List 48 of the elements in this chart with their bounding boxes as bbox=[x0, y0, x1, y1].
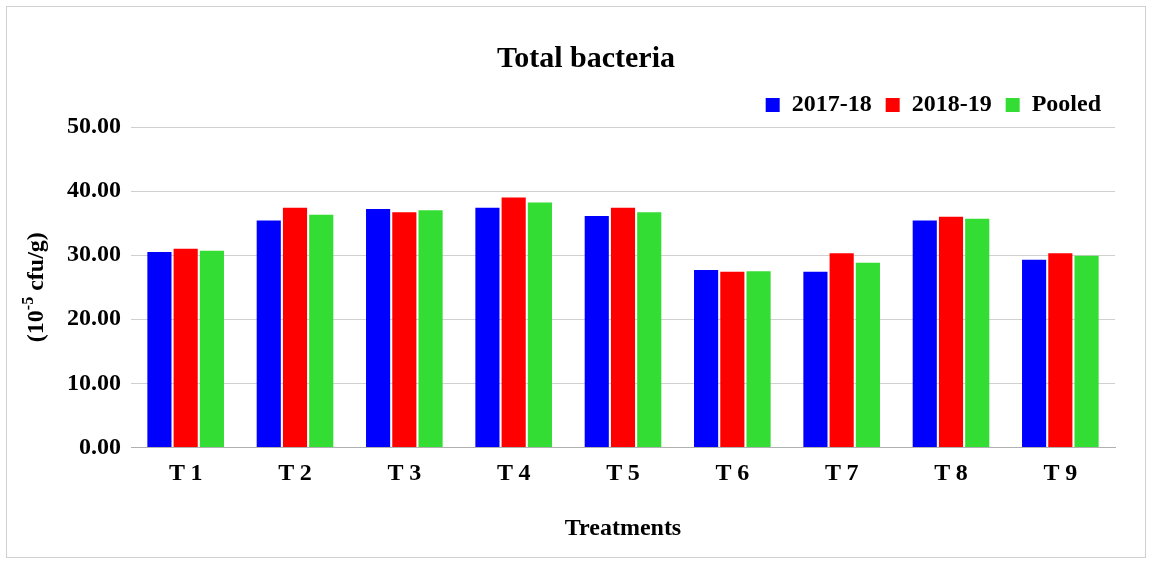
x-tick-label: T 2 bbox=[278, 459, 312, 485]
legend-label: 2017-18 bbox=[791, 90, 872, 117]
x-tick-label: T 3 bbox=[387, 459, 422, 485]
x-tick-label: T 8 bbox=[934, 459, 968, 485]
y-tick-label: 30.00 bbox=[67, 240, 121, 267]
x-tick-label: T 9 bbox=[1043, 459, 1078, 485]
bar bbox=[965, 218, 990, 447]
bar bbox=[829, 253, 854, 447]
y-tick-label: 0.00 bbox=[79, 432, 121, 459]
legend-label: 2018-19 bbox=[911, 90, 992, 117]
bar bbox=[475, 207, 500, 447]
bar bbox=[610, 207, 636, 447]
bar bbox=[912, 220, 937, 447]
bar bbox=[366, 209, 391, 447]
bar bbox=[501, 197, 526, 447]
bar bbox=[309, 214, 334, 447]
bar bbox=[418, 210, 443, 447]
bar bbox=[938, 216, 964, 447]
y-axis-title: (10-5 cfu/g) bbox=[19, 232, 49, 343]
bar bbox=[637, 212, 662, 447]
y-tick-label: 20.00 bbox=[67, 304, 121, 331]
bar bbox=[855, 262, 880, 447]
bar bbox=[746, 271, 771, 447]
bar bbox=[392, 212, 417, 447]
bar bbox=[720, 271, 745, 447]
y-tick-label: 10.00 bbox=[67, 368, 121, 395]
bar bbox=[1048, 253, 1073, 447]
x-tick-label: T 7 bbox=[824, 459, 859, 485]
chart-title: Total bacteria bbox=[496, 39, 676, 73]
bar bbox=[527, 202, 552, 447]
bar bbox=[1022, 259, 1047, 447]
bar bbox=[803, 271, 828, 447]
x-tick-label: T 6 bbox=[715, 459, 750, 485]
y-tick-label: 50.00 bbox=[67, 112, 121, 139]
x-tick-label: T 5 bbox=[606, 459, 640, 485]
x-axis-title: Treatments bbox=[564, 513, 682, 540]
x-tick-label: T 4 bbox=[496, 459, 531, 485]
bar bbox=[584, 216, 609, 447]
bar bbox=[1074, 255, 1099, 447]
bar bbox=[199, 250, 224, 447]
bar bbox=[256, 220, 281, 447]
x-tick-label: T 1 bbox=[168, 459, 203, 485]
bar bbox=[173, 248, 198, 447]
bar bbox=[147, 251, 172, 447]
bar bbox=[282, 207, 308, 447]
legend-label: Pooled bbox=[1031, 90, 1102, 117]
bar bbox=[694, 269, 719, 447]
y-tick-label: 40.00 bbox=[67, 176, 121, 203]
